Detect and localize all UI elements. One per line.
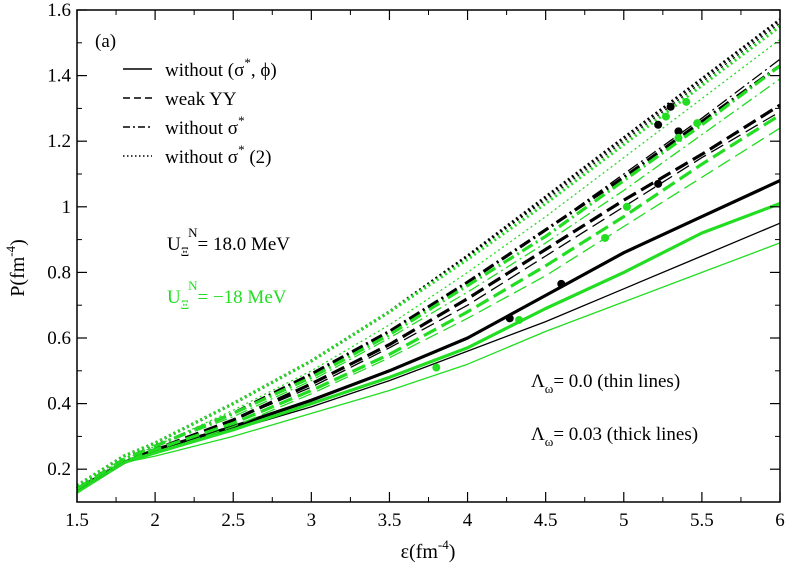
tick-layer: 1.5 2 2.5 3 3.5 4 4.5 5 5.5 6 0.2 0.4 0.6 0.8 1 1.2 1.4 1… bbox=[47, 0, 785, 531]
series-line-1 bbox=[76, 179, 781, 491]
x-tick-label: 6 bbox=[775, 510, 785, 531]
legend-label-dashdot: without σ* bbox=[165, 113, 245, 139]
series-marker-9 bbox=[674, 127, 683, 136]
x-tick-label: 4.5 bbox=[534, 510, 558, 531]
series-marker-13 bbox=[666, 102, 675, 111]
series-line-7 bbox=[76, 113, 781, 491]
y-tick-label: 0.6 bbox=[47, 328, 71, 349]
panel-label: (a) bbox=[95, 31, 116, 52]
annotation-lambda-thick: Λω= 0.03 (thick lines) bbox=[531, 424, 698, 449]
x-tick-label: 5.5 bbox=[690, 510, 714, 531]
annotation-lambda-thin: Λω= 0.0 (thin lines) bbox=[531, 371, 680, 396]
series-marker-1 bbox=[557, 279, 566, 288]
series-marker-10 bbox=[674, 133, 683, 142]
x-tick-label: 2 bbox=[150, 510, 160, 531]
x-tick-label: 3 bbox=[307, 510, 317, 531]
x-tick-label: 2.5 bbox=[221, 510, 245, 531]
y-tick-label: 1.2 bbox=[47, 131, 71, 152]
y-tick-label: 1.4 bbox=[47, 66, 71, 87]
y-tick-label: 1.6 bbox=[47, 0, 71, 21]
series-line-2 bbox=[76, 242, 781, 490]
legend: without (σ*, ϕ) weak YY without σ* witho… bbox=[123, 55, 277, 168]
y-tick-label: 0.8 bbox=[47, 262, 71, 283]
series-line-4 bbox=[76, 111, 781, 490]
series-line-11 bbox=[76, 64, 781, 491]
x-axis-title: ε(fm-4) bbox=[401, 537, 456, 563]
series-line-3 bbox=[76, 202, 781, 494]
series-line-12 bbox=[76, 22, 781, 487]
series-marker-17 bbox=[505, 314, 514, 323]
y-tick-label: 0.4 bbox=[47, 394, 71, 415]
series-marker-3 bbox=[515, 315, 524, 324]
annotation-u-green: UΞN= −18 MeV bbox=[167, 278, 287, 312]
series-marker-15 bbox=[682, 97, 691, 106]
series-marker-16 bbox=[654, 120, 663, 129]
y-tick-label: 0.2 bbox=[47, 459, 71, 480]
y-axis-title: P(fm-4) bbox=[3, 239, 29, 297]
series-marker-11 bbox=[693, 119, 702, 128]
x-tick-label: 5 bbox=[619, 510, 629, 531]
series-layer bbox=[76, 18, 781, 494]
series-marker-5 bbox=[654, 179, 663, 188]
x-tick-label: 4 bbox=[463, 510, 473, 531]
series-marker-14 bbox=[661, 112, 670, 121]
legend-label-dotted: without σ* (2) bbox=[165, 142, 271, 168]
x-tick-label: 3.5 bbox=[378, 510, 402, 531]
series-marker-7 bbox=[622, 202, 631, 211]
legend-label-solid: without (σ*, ϕ) bbox=[165, 55, 277, 81]
series-marker-6 bbox=[601, 233, 610, 242]
y-tick-label: 1 bbox=[62, 197, 72, 218]
marker-layer bbox=[432, 97, 702, 372]
annotation-u-black: UΞN= 18.0 MeV bbox=[167, 225, 290, 259]
legend-label-dashed: weak YY bbox=[165, 89, 237, 110]
series-marker-2 bbox=[432, 363, 441, 372]
series-line-5 bbox=[76, 103, 781, 491]
x-tick-label: 1.5 bbox=[65, 510, 89, 531]
